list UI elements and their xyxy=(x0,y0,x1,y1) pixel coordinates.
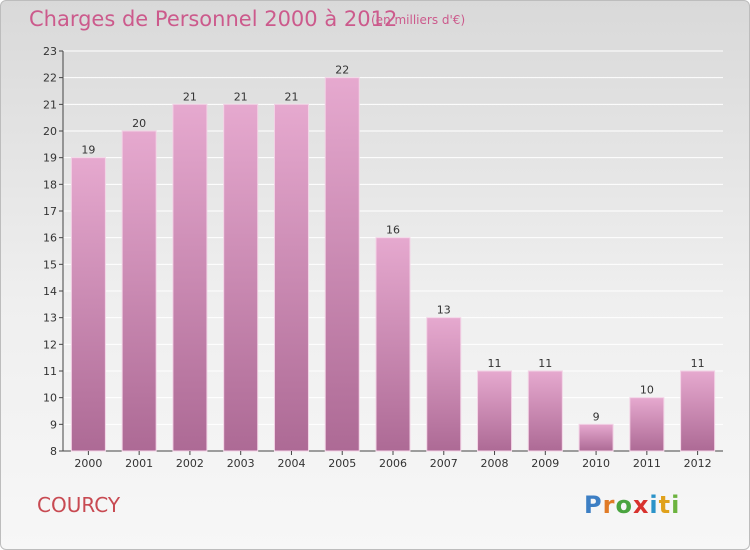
data-label: 21 xyxy=(284,90,298,103)
logo-letter: P xyxy=(584,491,603,519)
data-label: 22 xyxy=(335,64,349,77)
y-tick-label: 18 xyxy=(43,178,57,191)
y-tick-label: 19 xyxy=(43,152,57,165)
bar xyxy=(273,103,309,452)
x-tick-label: 2000 xyxy=(74,457,102,470)
x-tick-label: 2010 xyxy=(582,457,610,470)
x-tick-label: 2007 xyxy=(430,457,458,470)
logo-letter: i xyxy=(671,491,681,519)
y-tick-label: 14 xyxy=(43,285,57,298)
bar xyxy=(477,370,513,452)
y-tick-label: 9 xyxy=(50,418,57,431)
y-tick-label: 21 xyxy=(43,98,57,111)
data-label: 9 xyxy=(593,410,600,423)
x-tick-label: 2003 xyxy=(227,457,255,470)
y-tick-label: 13 xyxy=(43,312,57,325)
x-tick-label: 2012 xyxy=(684,457,712,470)
bar xyxy=(70,157,106,452)
data-label: 11 xyxy=(538,357,552,370)
bar xyxy=(578,423,614,452)
y-tick-label: 22 xyxy=(43,72,57,85)
y-tick-label: 10 xyxy=(43,392,57,405)
x-tick-label: 2001 xyxy=(125,457,153,470)
bar xyxy=(680,370,716,452)
bar xyxy=(172,103,208,452)
logo-letter: o xyxy=(615,491,633,519)
chart-title: Charges de Personnel 2000 à 2012 xyxy=(29,7,398,31)
y-tick-label: 20 xyxy=(43,125,57,138)
x-tick-label: 2008 xyxy=(481,457,509,470)
bar xyxy=(527,370,563,452)
data-label: 19 xyxy=(81,144,95,157)
town-name: COURCY xyxy=(37,493,121,517)
data-label: 10 xyxy=(640,384,654,397)
y-tick-label: 11 xyxy=(43,365,57,378)
y-tick-label: 23 xyxy=(43,45,57,58)
logo-letter: i xyxy=(649,491,659,519)
x-tick-label: 2011 xyxy=(633,457,661,470)
data-label: 20 xyxy=(132,117,146,130)
chart-subtitle: (en milliers d'€) xyxy=(371,13,466,27)
bar xyxy=(324,77,360,452)
x-tick-label: 2005 xyxy=(328,457,356,470)
bar xyxy=(121,130,157,452)
y-tick-label: 15 xyxy=(43,258,57,271)
y-tick-label: 16 xyxy=(43,232,57,245)
x-tick-label: 2004 xyxy=(277,457,305,470)
bar xyxy=(223,103,259,452)
logo-letter: r xyxy=(602,491,616,519)
data-label: 11 xyxy=(488,357,502,370)
y-tick-label: 12 xyxy=(43,338,57,351)
logo-letter: t xyxy=(658,491,672,519)
x-tick-label: 2006 xyxy=(379,457,407,470)
y-tick-label: 17 xyxy=(43,205,57,218)
logo-letter: x xyxy=(632,491,650,519)
bar xyxy=(629,397,665,452)
proxiti-logo: Proxiti xyxy=(584,491,680,519)
data-label: 13 xyxy=(437,304,451,317)
data-label: 21 xyxy=(183,90,197,103)
y-tick-label: 8 xyxy=(50,445,57,458)
data-label: 16 xyxy=(386,224,400,237)
data-label: 11 xyxy=(691,357,705,370)
x-tick-label: 2002 xyxy=(176,457,204,470)
bar xyxy=(375,237,411,452)
bar xyxy=(426,317,462,452)
data-label: 21 xyxy=(234,90,248,103)
x-tick-label: 2009 xyxy=(531,457,559,470)
